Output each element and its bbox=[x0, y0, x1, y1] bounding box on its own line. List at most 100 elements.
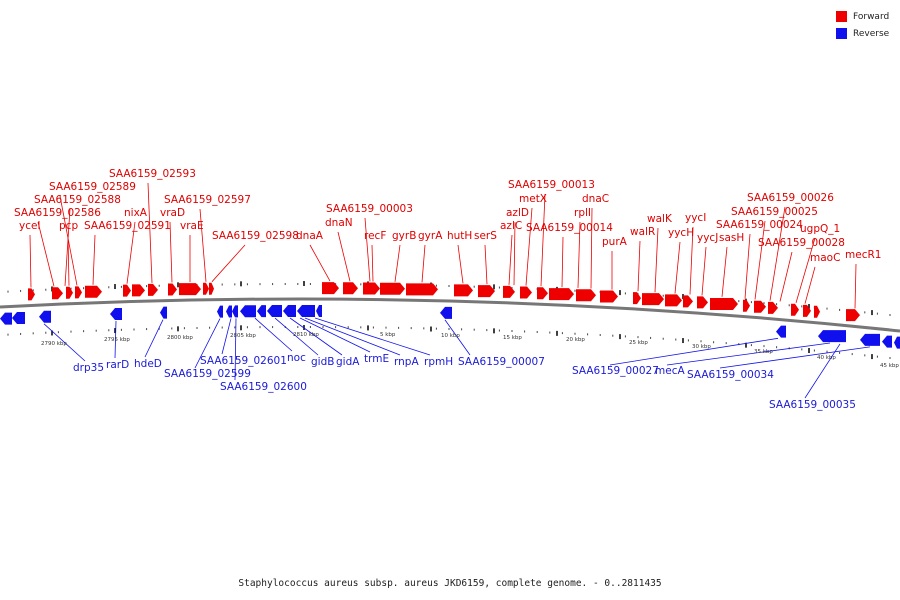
forward-gene-arrow bbox=[503, 285, 515, 298]
forward-gene-arrow bbox=[148, 283, 158, 296]
gene-label-saa6159-00034: SAA6159_00034 bbox=[687, 369, 774, 381]
legend-reverse-label: Reverse bbox=[853, 28, 890, 39]
forward-leader-line bbox=[211, 244, 246, 282]
gene-label-trme: trmE bbox=[364, 353, 389, 365]
forward-leader-line bbox=[394, 244, 401, 282]
forward-leader-line bbox=[513, 221, 516, 286]
forward-leader-line bbox=[804, 266, 816, 304]
forward-leader-line bbox=[371, 244, 374, 282]
gene-label-drp35: drp35 bbox=[73, 362, 104, 374]
forward-gene-arrow bbox=[343, 282, 358, 295]
gene-label-saa6159-00003: SAA6159_00003 bbox=[326, 203, 413, 215]
forward-leader-line bbox=[508, 234, 513, 285]
forward-leader-line bbox=[147, 182, 153, 283]
reverse-gene-arrow bbox=[297, 305, 315, 318]
forward-gene-arrow bbox=[478, 285, 495, 298]
reverse-leader-line bbox=[289, 317, 343, 356]
gene-label-saa6159-00024: SAA6159_00024 bbox=[716, 219, 803, 231]
reverse-leader-line bbox=[43, 323, 86, 362]
gene-label-rpmh: rpmH bbox=[424, 356, 453, 368]
reverse-gene-arrow bbox=[110, 308, 122, 321]
forward-leader-line bbox=[561, 236, 564, 288]
reverse-gene-arrow bbox=[316, 305, 322, 318]
forward-gene-arrow bbox=[209, 282, 214, 295]
gene-label-yyci: yycI bbox=[685, 212, 706, 224]
gene-label-gida: gidA bbox=[336, 356, 360, 368]
gene-label-mecr1: mecR1 bbox=[845, 249, 881, 261]
reverse-gene-arrow bbox=[860, 333, 880, 346]
forward-leader-line bbox=[795, 237, 816, 303]
forward-gene-arrow bbox=[179, 283, 201, 296]
gene-label-saa6159-02588: SAA6159_02588 bbox=[34, 194, 121, 206]
gene-label-saa6159-02586: SAA6159_02586 bbox=[14, 207, 101, 219]
forward-gene-arrow bbox=[743, 299, 750, 312]
forward-gene-arrow bbox=[768, 301, 778, 314]
forward-swatch bbox=[836, 11, 847, 22]
forward-leader-line bbox=[29, 234, 32, 288]
reverse-leader-line bbox=[274, 317, 319, 356]
gene-label-maoc: maoC bbox=[810, 252, 840, 264]
reverse-leader-line bbox=[254, 317, 293, 352]
kbp-label: 30 kbp bbox=[692, 344, 711, 350]
forward-leader-line bbox=[744, 233, 751, 299]
forward-gene-arrow bbox=[803, 304, 811, 317]
forward-leader-line bbox=[59, 195, 78, 286]
gene-label-huth: hutH bbox=[447, 230, 472, 242]
legend: Forward Reverse bbox=[836, 9, 900, 43]
reverse-gene-arrow bbox=[160, 306, 167, 319]
gene-label-saa6159-00027: SAA6159_00027 bbox=[572, 365, 659, 377]
gene-label-saa6159-02591: SAA6159_02591 bbox=[84, 220, 171, 232]
forward-gene-arrow bbox=[754, 300, 766, 313]
forward-leader-line bbox=[199, 208, 207, 282]
reverse-gene-arrow bbox=[12, 312, 25, 325]
gene-label-saa6159-02598: SAA6159_02598 bbox=[212, 230, 299, 242]
genome-backbone bbox=[0, 297, 900, 333]
forward-gene-arrow bbox=[203, 282, 209, 295]
reverse-gene-arrow bbox=[818, 330, 846, 343]
reverse-gene-arrow bbox=[882, 335, 892, 348]
forward-gene-arrow bbox=[406, 283, 438, 296]
forward-gene-arrow bbox=[454, 284, 473, 297]
reverse-gene-arrow bbox=[894, 336, 900, 349]
gene-label-saa6159-00014: SAA6159_00014 bbox=[526, 222, 613, 234]
forward-leader-line bbox=[540, 193, 546, 287]
reverse-swatch bbox=[836, 28, 847, 39]
kbp-label: 25 kbp bbox=[629, 340, 648, 346]
reverse-leader-line bbox=[719, 346, 871, 369]
forward-leader-line bbox=[525, 207, 533, 286]
reverse-gene-arrow bbox=[240, 305, 256, 318]
forward-gene-arrow bbox=[75, 286, 82, 299]
figure-caption: Staphylococcus aureus subsp. aureus JKD6… bbox=[238, 578, 662, 589]
forward-gene-arrow bbox=[132, 284, 145, 297]
forward-leader-line bbox=[754, 220, 766, 300]
forward-leader-line bbox=[364, 217, 371, 282]
reverse-gene-arrow bbox=[257, 305, 266, 318]
forward-gene-arrow bbox=[683, 295, 693, 308]
gene-label-pcp: pcp bbox=[59, 220, 78, 232]
gene-label-sers: serS bbox=[474, 230, 497, 242]
reverse-gene-arrow bbox=[226, 305, 232, 318]
gene-label-nixa: nixA bbox=[124, 207, 148, 219]
forward-leader-line bbox=[854, 263, 857, 309]
gene-label-walk: walK bbox=[647, 213, 673, 225]
forward-gene-arrow bbox=[642, 293, 664, 306]
forward-gene-arrow bbox=[85, 285, 102, 298]
gene-label-saa6159-02601: SAA6159_02601 bbox=[200, 355, 287, 367]
forward-gene-arrow bbox=[363, 282, 380, 295]
forward-leader-line bbox=[37, 221, 55, 287]
forward-leader-line bbox=[126, 221, 136, 284]
reverse-gene-arrow bbox=[217, 305, 223, 318]
reverse-leader-line bbox=[114, 320, 117, 359]
gene-label-saa6159-02600: SAA6159_02600 bbox=[220, 381, 307, 393]
forward-leader-line bbox=[92, 234, 96, 285]
gene-label-rard: rarD bbox=[106, 359, 129, 371]
forward-leader-line bbox=[337, 231, 351, 282]
gene-label-dnac: dnaC bbox=[582, 193, 609, 205]
reverse-leader-line bbox=[221, 318, 232, 355]
gene-label-saa6159-02597: SAA6159_02597 bbox=[164, 194, 251, 206]
gene-label-sash: sasH bbox=[719, 232, 744, 244]
gene-label-vrad: vraD bbox=[160, 207, 185, 219]
forward-leader-line bbox=[674, 241, 681, 294]
forward-gene-arrow bbox=[549, 288, 574, 301]
